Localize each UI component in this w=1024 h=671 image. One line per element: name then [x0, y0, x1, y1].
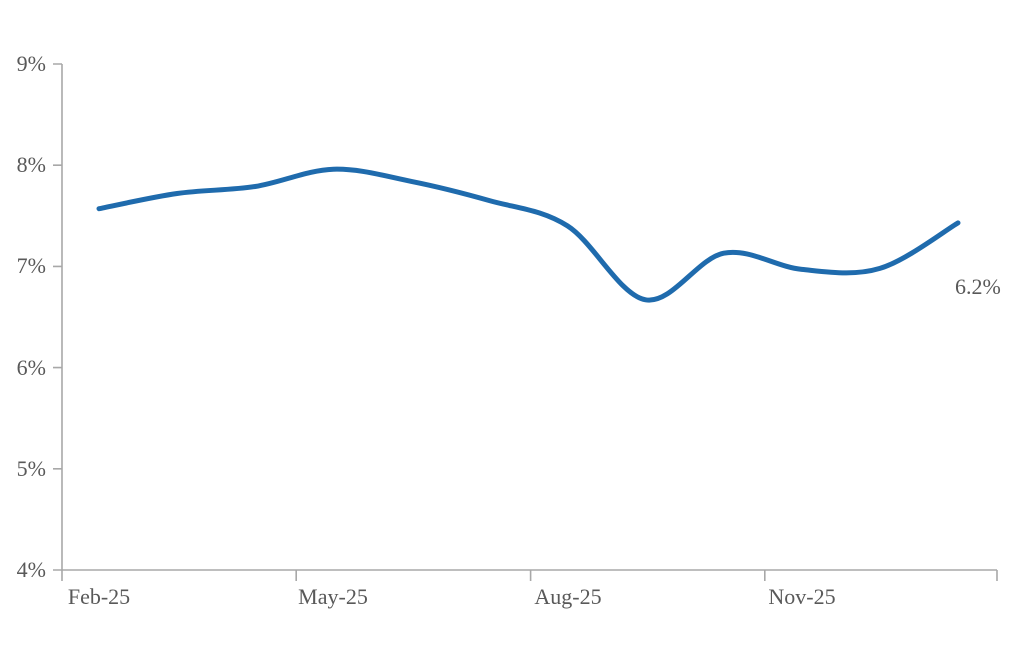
y-axis-label-5pct: 5%: [16, 456, 46, 481]
x-axis-label-nov25: Nov-25: [768, 584, 836, 609]
series-end-value-label: 6.2%: [955, 274, 1001, 299]
axis-lines: [61, 64, 997, 581]
x-axis-label-feb25: Feb-25: [67, 584, 131, 609]
y-axis-label-9pct: 9%: [16, 51, 46, 76]
y-axis-label-8pct: 8%: [16, 152, 46, 177]
y-axis-label-6pct: 6%: [16, 355, 46, 380]
x-axis-label-may25: May-25: [298, 584, 368, 609]
x-axis-label-aug25: Aug-25: [534, 584, 602, 609]
axis-tick-marks: [53, 63, 998, 581]
y-axis-label-4pct: 4%: [16, 557, 46, 582]
series-line: [96, 166, 961, 303]
y-axis-label-7pct: 7%: [16, 253, 46, 278]
